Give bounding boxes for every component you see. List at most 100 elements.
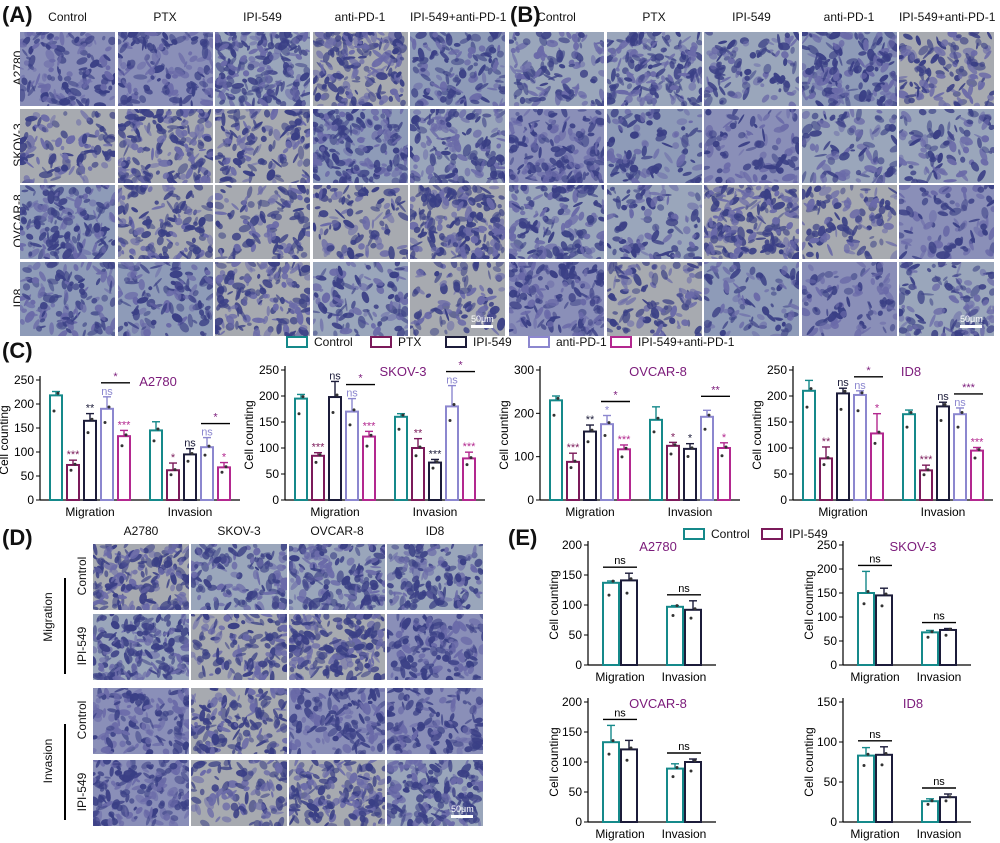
y-tick-label: 50 [774,467,788,481]
significance-label: ns [446,375,458,387]
data-point [822,463,826,467]
scale-bar: 50μm [471,314,494,328]
micrograph-tile [606,108,702,183]
bracket-label: ns [933,776,945,788]
data-point [866,590,870,594]
chart-a2780: 0 50 100 150 200 Cell counting A2780 Migration n… [547,538,716,684]
data-point [629,746,633,750]
legend-swatch [445,336,467,348]
y-tick-label: 150 [767,415,787,429]
x-tick-label: Invasion [662,670,707,684]
bar [100,407,114,501]
y-axis-label: Cell counting [750,400,764,469]
bracket-label: * [358,373,363,385]
data-point [862,602,866,606]
chart-title: OVCAR-8 [629,364,687,379]
data-point [693,607,697,611]
x-tick-label: Migration [595,827,644,841]
significance-label: ** [414,428,423,440]
data-point [590,428,594,432]
data-point [301,395,305,399]
chart-title: A2780 [639,539,677,554]
data-point [220,470,224,474]
micrograph-tile [93,544,189,610]
data-point [675,604,679,608]
x-tick-label: Invasion [413,505,458,519]
chart-ovcar-8: 0 50 100 150 200 Cell counting OVCAR-8 Migratio… [547,695,716,841]
significance-label: *** [971,436,985,448]
bracket-label: * [613,390,618,402]
data-point [690,446,694,450]
significance-label: ns [329,370,341,382]
y-tick-label: 300 [514,363,534,377]
y-tick-label: 200 [817,562,837,576]
micrograph-tile [191,688,287,754]
y-axis-label: Cell counting [802,727,816,796]
data-point [335,393,339,397]
significance-label: ns [201,427,213,439]
bar [311,454,325,501]
bar [684,761,702,823]
bar [717,447,731,501]
y-tick-label: 50 [824,634,838,648]
bar [970,449,984,502]
x-tick-label: Invasion [662,827,707,841]
micrograph-tile [509,32,604,106]
data-point [856,409,860,413]
legend-swatch [761,528,783,540]
x-tick-label: Migration [310,505,359,519]
data-point [365,444,369,448]
micrograph-tile [509,185,604,259]
data-point [956,425,960,429]
data-point [607,752,611,756]
data-point [693,759,697,763]
significance-label: ns [346,388,358,400]
y-tick-label: 0 [272,493,279,507]
bracket-label: ns [678,583,690,595]
bracket-label: ** [711,384,720,396]
data-point [884,592,888,596]
micrograph-tile [410,108,505,183]
micrograph-tile [289,614,385,680]
y-tick-label: 150 [562,568,582,582]
x-tick-label: Migration [65,505,114,519]
y-tick-label: 100 [514,450,534,464]
data-point [689,616,693,620]
legend-label: PTX [398,335,422,349]
significance-label: *** [567,442,581,454]
y-tick-label: 50 [266,467,280,481]
significance-label: * [671,431,676,443]
data-point [573,459,577,463]
data-point [73,462,77,466]
y-tick-label: 100 [817,735,837,749]
column-title: PTX [642,10,666,24]
bar [583,430,597,501]
data-point [152,439,156,443]
x-tick-label: Migration [818,505,867,519]
x-tick-label: Migration [565,505,614,519]
panel-label-c: (C) [2,338,33,363]
bar [602,581,620,666]
data-point [843,389,847,393]
micrograph-tile [509,261,604,336]
micrograph-tile [509,108,604,183]
bracket-label: * [866,365,871,377]
data-point [620,455,624,459]
y-tick-label: 200 [514,406,534,420]
y-tick-label: 250 [14,373,34,387]
y-tick-label: 150 [562,725,582,739]
micrograph-tile [20,261,115,336]
bar [617,448,631,501]
data-point [397,427,401,431]
data-point [414,454,418,458]
y-axis-label: Cell counting [242,400,256,469]
data-point [431,466,435,470]
column-title: IPI-549+anti-PD-1 [410,10,507,24]
legend-item: Control [286,335,353,349]
x-tick-label: Migration [850,827,899,841]
legend-label: anti-PD-1 [556,335,607,349]
significance-label: ns [954,397,966,409]
data-point [926,802,930,806]
